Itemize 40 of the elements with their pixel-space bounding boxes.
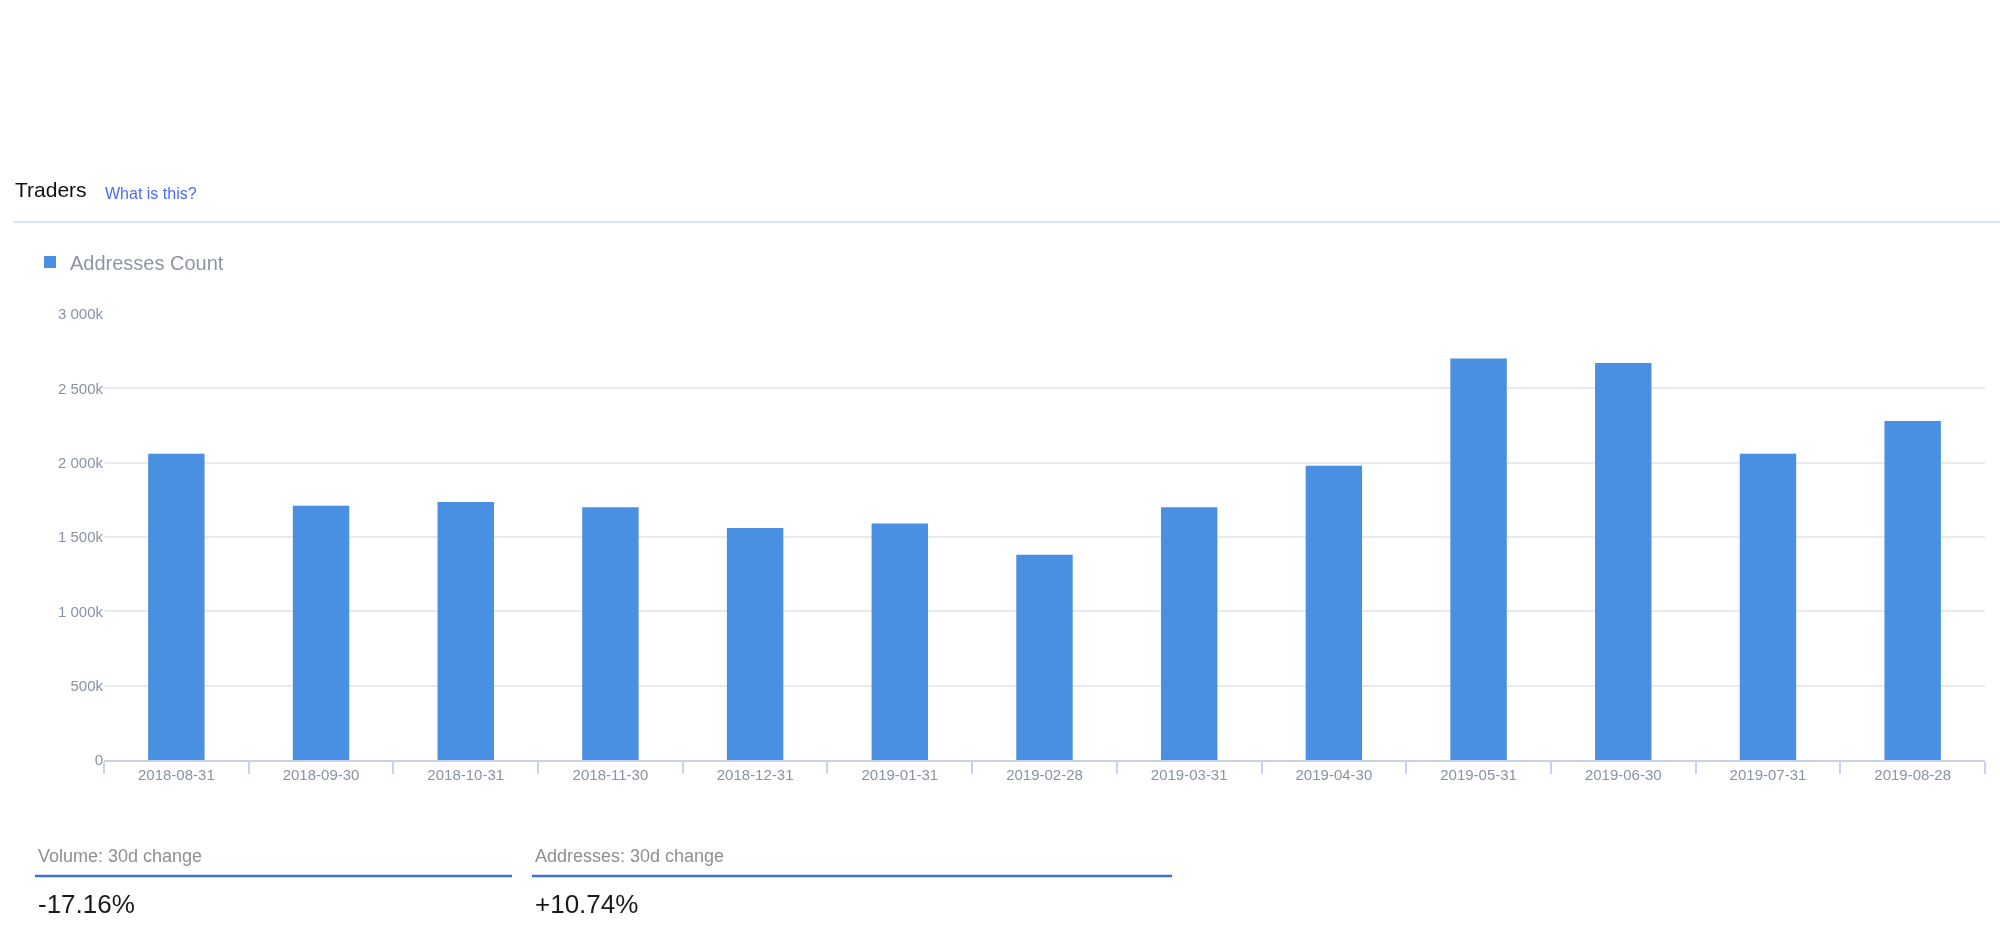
legend-label: Addresses Count bbox=[70, 251, 224, 274]
x-tick-label: 2019-01-31 bbox=[861, 766, 939, 783]
x-tick-label: 2018-08-31 bbox=[137, 766, 215, 783]
text: Addresses: 30d change bbox=[535, 846, 725, 866]
x-tick-label: 2019-05-31 bbox=[1440, 766, 1517, 783]
x-tick-label: 2018-12-31 bbox=[716, 766, 794, 783]
bar bbox=[1016, 554, 1073, 760]
y-tick-label: 1 000k bbox=[57, 602, 104, 620]
bar bbox=[1739, 453, 1797, 760]
bar bbox=[1305, 465, 1363, 760]
x-tick-label: 2018-09-30 bbox=[282, 766, 360, 783]
x-tick-label: 2019-08-28 bbox=[1874, 766, 1952, 783]
bar bbox=[148, 453, 205, 760]
x-tick-label: 2018-11-30 bbox=[572, 766, 649, 783]
bar bbox=[582, 507, 639, 760]
bar bbox=[437, 502, 494, 760]
x-tick-label: 2019-04-30 bbox=[1295, 766, 1373, 783]
y-tick-label: 2 500k bbox=[57, 379, 104, 397]
text: Volume: 30d change bbox=[38, 846, 203, 866]
y-tick-label: 3 000k bbox=[57, 305, 104, 323]
x-tick-label: 2019-02-28 bbox=[1006, 766, 1083, 783]
y-tick-label: 1 500k bbox=[57, 528, 104, 546]
x-tick-label: 2019-06-30 bbox=[1584, 766, 1662, 783]
bar bbox=[1884, 421, 1941, 760]
bar bbox=[292, 505, 350, 760]
text: +10.74% bbox=[535, 889, 639, 919]
x-tick-label: 2019-07-31 bbox=[1729, 766, 1807, 783]
bar bbox=[1160, 507, 1218, 760]
bar bbox=[726, 528, 784, 760]
y-tick-label: 2 000k bbox=[57, 453, 104, 471]
bar bbox=[1595, 363, 1652, 760]
x-tick-label: 2018-10-31 bbox=[427, 766, 505, 783]
bar bbox=[1450, 358, 1507, 760]
chart-title: Traders bbox=[15, 178, 87, 202]
x-tick-label: 2019-03-31 bbox=[1150, 766, 1228, 783]
bar bbox=[871, 523, 929, 760]
text: -17.16% bbox=[38, 889, 135, 919]
chart-subtitle: What is this? bbox=[105, 185, 197, 202]
y-tick-label: 500k bbox=[70, 676, 104, 694]
y-tick-label: 0 bbox=[94, 751, 103, 769]
